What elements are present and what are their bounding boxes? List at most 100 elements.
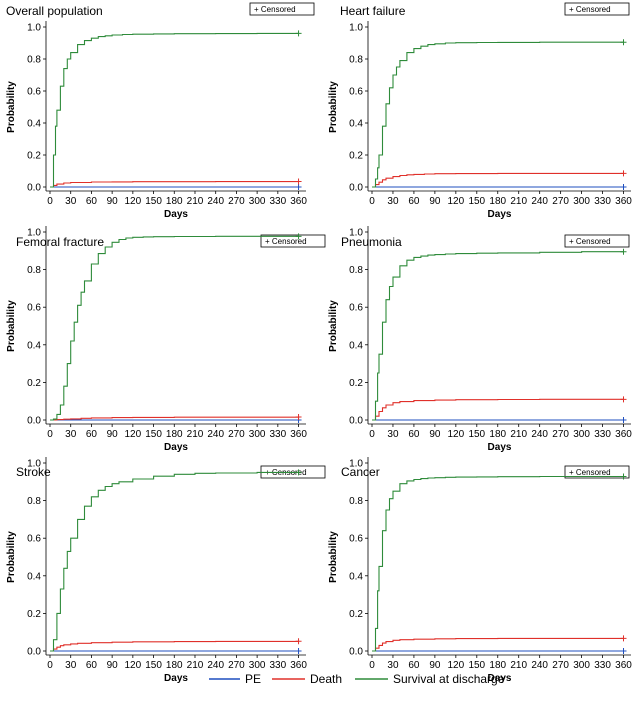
x-tick-label: 60 <box>86 429 98 440</box>
censor-mark <box>295 30 302 37</box>
x-tick-label: 0 <box>47 660 53 671</box>
x-tick-label: 0 <box>47 429 53 440</box>
x-tick-label: 330 <box>269 660 286 671</box>
x-tick-label: 270 <box>552 660 569 671</box>
x-tick-label: 60 <box>408 660 420 671</box>
x-tick-label: 270 <box>228 429 245 440</box>
series-death <box>372 172 624 188</box>
axes: 0.00.20.40.60.81.00 30 60 90 120 150 180 210 240… <box>27 21 307 207</box>
panel-title: Stroke <box>16 465 51 479</box>
x-tick-label: 120 <box>125 196 142 207</box>
censor-mark <box>295 469 302 476</box>
x-axis-label: Days <box>488 673 512 684</box>
series-survival-at-discharge <box>372 475 624 652</box>
x-tick-label: 180 <box>489 660 506 671</box>
y-axis-label: Probability <box>6 81 17 133</box>
series-survival-at-discharge <box>372 41 624 188</box>
censor-mark <box>620 248 627 255</box>
censor-mark <box>620 648 627 654</box>
axes: 0.00.20.40.60.81.00 30 60 90 120 150 180 210 240… <box>349 226 632 440</box>
x-tick-label: 60 <box>408 429 420 440</box>
x-tick-label: 60 <box>86 196 98 207</box>
x-tick-label: 180 <box>166 196 183 207</box>
censor-mark <box>620 635 627 642</box>
y-tick-label: 1.0 <box>27 23 41 34</box>
censor-mark <box>295 413 302 420</box>
censored-label: + Censored <box>265 237 307 246</box>
y-tick-label: 0.8 <box>27 55 41 66</box>
x-tick-label: 330 <box>594 660 611 671</box>
series-death <box>50 416 300 421</box>
x-tick-label: 210 <box>510 196 527 207</box>
censored-label: + Censored <box>254 5 296 14</box>
x-tick-label: 180 <box>166 660 183 671</box>
x-tick-label: 300 <box>249 196 266 207</box>
axes: 0.00.20.40.60.81.00 30 60 90 120 150 180 210 240… <box>349 457 632 671</box>
x-tick-label: 180 <box>166 429 183 440</box>
x-tick-label: 240 <box>531 196 548 207</box>
x-tick-label: 360 <box>290 660 307 671</box>
censored-box <box>249 2 315 16</box>
x-tick-label: 0 <box>369 660 375 671</box>
x-tick-label: 270 <box>228 196 245 207</box>
panel-title: Pneumonia <box>341 235 402 249</box>
x-tick-label: 360 <box>290 196 307 207</box>
x-tick-label: 240 <box>207 429 224 440</box>
x-tick-label: 210 <box>510 429 527 440</box>
y-tick-label: 0.6 <box>349 303 363 314</box>
x-tick-label: 300 <box>249 429 266 440</box>
x-tick-label: 330 <box>594 196 611 207</box>
censor-mark <box>620 417 627 423</box>
x-axis-label: Days <box>488 442 512 453</box>
legend-label-pe: PE <box>245 672 261 686</box>
panel-title: Heart failure <box>340 4 406 18</box>
axes: 0.00.20.40.60.81.00 30 60 90 120 150 180 210 240… <box>349 21 632 207</box>
y-tick-label: 0.0 <box>349 416 363 427</box>
censor-mark <box>620 170 627 177</box>
censor-mark <box>620 184 627 190</box>
censor-mark <box>295 233 302 240</box>
x-tick-label: 330 <box>594 429 611 440</box>
series-survival-at-discharge <box>50 471 299 652</box>
censor-mark <box>295 178 302 185</box>
censor-mark <box>295 648 302 654</box>
x-tick-label: 60 <box>408 196 420 207</box>
x-tick-label: 30 <box>65 196 77 207</box>
series-survival-at-discharge <box>372 251 624 421</box>
x-tick-label: 30 <box>65 660 77 671</box>
x-tick-label: 210 <box>187 429 204 440</box>
censored-box <box>564 465 630 479</box>
x-tick-label: 300 <box>573 660 590 671</box>
x-tick-label: 270 <box>552 196 569 207</box>
series-death <box>372 398 624 421</box>
censored-label: + Censored <box>569 468 611 477</box>
x-tick-label: 90 <box>429 196 441 207</box>
x-tick-label: 90 <box>429 660 441 671</box>
axes: 0.00.20.40.60.81.00 30 60 90 120 150 180 210 240… <box>27 457 307 671</box>
x-tick-label: 0 <box>369 429 375 440</box>
series-survival-at-discharge <box>50 235 299 421</box>
y-axis-label: Probability <box>6 300 17 352</box>
y-tick-label: 0.0 <box>27 647 41 658</box>
panel-3: Femoral fracture + Censored0.00.20.40.60.… <box>6 226 326 453</box>
x-tick-label: 150 <box>468 660 485 671</box>
y-tick-label: 0.0 <box>349 183 363 194</box>
x-tick-label: 120 <box>447 660 464 671</box>
censored-box <box>260 234 326 248</box>
x-tick-label: 120 <box>447 196 464 207</box>
x-tick-label: 360 <box>615 660 632 671</box>
x-tick-label: 90 <box>107 429 119 440</box>
censored-box <box>564 2 630 16</box>
x-tick-label: 360 <box>290 429 307 440</box>
y-axis-label: Probability <box>6 531 17 583</box>
x-tick-label: 210 <box>187 196 204 207</box>
series-death <box>50 181 299 188</box>
x-tick-label: 30 <box>387 196 399 207</box>
panels: Overall population + Censored 0.0 0.2 0.4 0.6… <box>6 2 632 684</box>
x-axis-label: Days <box>164 209 188 220</box>
y-tick-label: 0.4 <box>27 119 41 130</box>
y-tick-label: 1.0 <box>27 228 41 239</box>
y-tick-label: 0.8 <box>27 496 41 507</box>
